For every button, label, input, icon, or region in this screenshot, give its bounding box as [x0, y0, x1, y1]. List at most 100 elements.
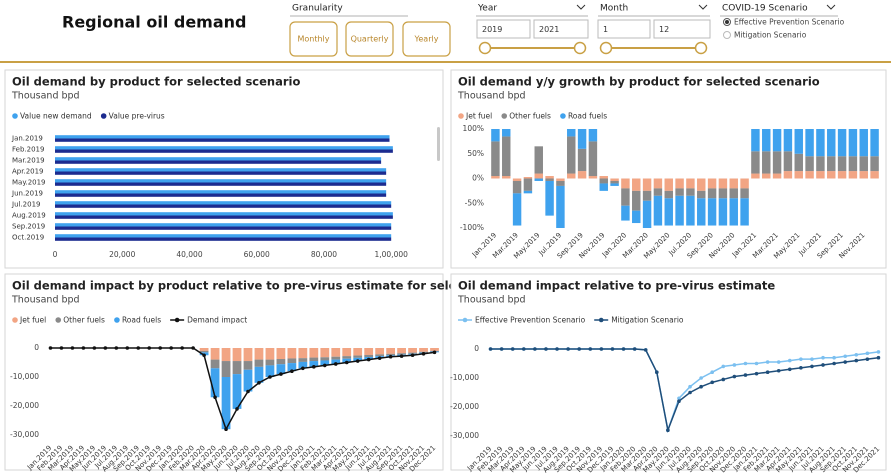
y-tick-label: -30,000: [10, 430, 39, 439]
button-label[interactable]: Yearly: [414, 35, 439, 44]
data-point: [279, 372, 283, 376]
slider-handle[interactable]: [478, 41, 492, 55]
data-point: [301, 366, 305, 371]
bar-segment: [848, 156, 858, 172]
data-point: [355, 359, 360, 363]
y-tick-label: 100%: [463, 124, 484, 133]
data-point: [103, 346, 108, 350]
slider-handle[interactable]: [599, 41, 613, 55]
granularity-button[interactable]: Yearly: [402, 21, 451, 57]
slicer-label: Year: [477, 4, 497, 14]
bar-segment: [816, 171, 825, 179]
data-point: [388, 354, 393, 359]
granularity-button[interactable]: Monthly: [289, 21, 338, 57]
bar-segment: [287, 363, 297, 372]
bar-segment: [397, 348, 406, 354]
legend-label: Jet fuel: [19, 316, 46, 325]
button-label[interactable]: Quarterly: [351, 35, 389, 44]
y-tick-label: -30,000: [450, 431, 479, 440]
bar: [55, 182, 387, 186]
bar-segment: [859, 171, 868, 179]
data-point: [810, 357, 814, 361]
data-point: [810, 364, 814, 369]
input-box[interactable]: [476, 19, 531, 39]
page-title: Regional oil demand: [62, 13, 247, 32]
bar-segment: [353, 355, 363, 358]
bar-segment: [545, 178, 554, 181]
data-point: [765, 370, 770, 375]
bar-segment: [686, 188, 695, 196]
button-frame[interactable]: [289, 21, 338, 57]
bar-segment: [610, 178, 619, 181]
bar-segment: [567, 173, 576, 179]
panel-subtitle: Thousand bpd: [457, 295, 526, 306]
bar-segment: [729, 188, 738, 199]
input-box[interactable]: [533, 19, 589, 39]
data-point: [643, 348, 648, 352]
granularity-button[interactable]: Quarterly: [345, 21, 394, 57]
bar-segment: [364, 348, 374, 355]
dropdown-chevron[interactable]: [698, 4, 708, 10]
bar-segment: [827, 129, 836, 157]
input-value[interactable]: 2021: [539, 25, 559, 34]
data-point: [521, 347, 526, 351]
data-point: [732, 363, 737, 367]
bar: [55, 168, 387, 172]
bar-segment: [331, 359, 341, 364]
input-box[interactable]: [597, 19, 651, 39]
bar-segment: [653, 178, 663, 189]
bar-segment: [740, 178, 749, 189]
bar-segment: [342, 358, 352, 363]
input-value[interactable]: 1: [603, 25, 608, 34]
bar-segment: [740, 198, 749, 226]
radio-label[interactable]: Mitigation Scenario: [734, 31, 807, 40]
bar-segment: [837, 171, 847, 179]
bar-segment: [502, 136, 511, 177]
input-box[interactable]: [653, 19, 711, 39]
bar-segment: [331, 356, 341, 360]
scrollbar[interactable]: [437, 127, 440, 161]
bar-segment: [342, 356, 352, 359]
bar-segment: [523, 177, 533, 179]
bar-segment: [556, 178, 565, 181]
bar: [55, 146, 393, 150]
bar-segment: [588, 141, 598, 177]
legend-marker: [462, 317, 468, 323]
legend-label: Other fuels: [63, 316, 105, 325]
radio-label[interactable]: Effective Prevention Scenario: [734, 18, 845, 27]
bar-segment: [342, 348, 352, 357]
data-point: [677, 399, 681, 404]
data-point: [832, 361, 836, 366]
bar-segment: [386, 353, 396, 356]
button-frame[interactable]: [345, 21, 394, 57]
data-point: [776, 360, 781, 364]
bar: [55, 223, 392, 227]
bar-segment: [199, 350, 209, 353]
data-point: [366, 357, 371, 362]
slider-handle[interactable]: [694, 41, 708, 55]
input-value[interactable]: 2019: [482, 25, 502, 34]
button-frame[interactable]: [402, 21, 451, 57]
data-point: [432, 350, 437, 355]
bar-segment: [621, 188, 630, 206]
bar-segment: [523, 190, 533, 194]
data-point: [743, 373, 748, 377]
x-tick-label: 0: [53, 250, 58, 259]
radio-button[interactable]: [723, 31, 731, 39]
dropdown-chevron[interactable]: [576, 4, 586, 10]
bar-segment: [610, 183, 619, 186]
data-point: [821, 363, 825, 367]
slider-handle[interactable]: [573, 41, 587, 55]
slicer-label: COVID-19 Scenario: [722, 4, 808, 14]
bar-segment: [512, 180, 522, 194]
dropdown-chevron[interactable]: [826, 4, 836, 10]
button-label[interactable]: Monthly: [297, 35, 329, 44]
data-point: [377, 356, 382, 360]
bar-segment: [491, 129, 500, 142]
bar-segment: [265, 348, 275, 360]
input-value[interactable]: 12: [659, 25, 669, 34]
legend-marker: [501, 113, 508, 119]
y-category-label: May.2019: [12, 179, 46, 187]
bar-segment: [870, 156, 879, 172]
bar-segment: [430, 348, 439, 351]
